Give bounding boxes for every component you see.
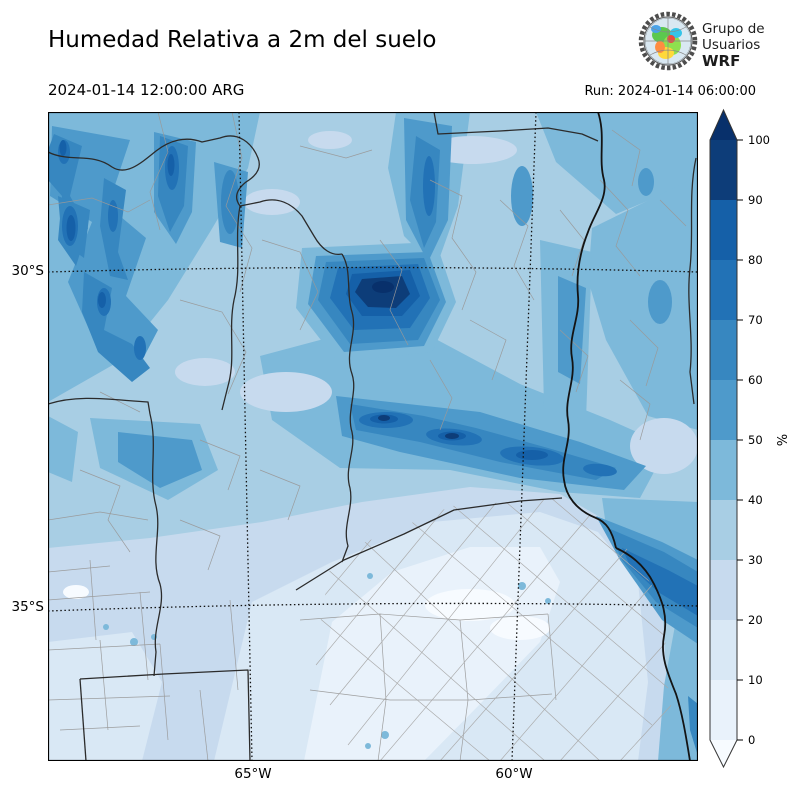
buenos-aires-lattice xyxy=(296,498,677,761)
logo-line-2: Usuarios xyxy=(702,37,760,53)
svg-text:50: 50 xyxy=(748,433,763,447)
svg-text:40: 40 xyxy=(748,493,763,507)
gridline-65w xyxy=(238,112,253,761)
lon-label-60w: 60°W xyxy=(495,766,533,782)
humidity-map xyxy=(48,112,698,761)
map-frame xyxy=(48,112,698,761)
coastline xyxy=(615,547,691,761)
colorbar-segments xyxy=(709,108,738,769)
gridline-30s xyxy=(48,266,698,273)
colorbar-ticks: 0 10 20 30 40 50 60 70 80 90 100 xyxy=(737,133,770,747)
graticule xyxy=(48,112,698,761)
svg-text:30: 30 xyxy=(748,553,763,567)
humidity-contour-field xyxy=(48,112,698,761)
lon-label-65w: 65°W xyxy=(234,766,272,782)
logo-wordmark: Grupo de Usuarios WRF xyxy=(702,21,765,70)
svg-text:70: 70 xyxy=(748,313,763,327)
lat-label-35s: 35°S xyxy=(11,599,45,615)
svg-text:100: 100 xyxy=(748,133,770,147)
wrf-users-group-logo: Grupo de Usuarios WRF xyxy=(638,11,765,71)
colorbar: 0 10 20 30 40 50 60 70 80 90 100 % xyxy=(709,108,788,769)
gridline-60w xyxy=(511,112,537,761)
logo-line-3: WRF xyxy=(702,52,740,70)
page-title: Humedad Relativa a 2m del suelo xyxy=(48,27,437,53)
valid-time-label: 2024-01-14 12:00:00 ARG xyxy=(48,81,245,99)
svg-text:10: 10 xyxy=(748,673,763,687)
gridline-35s xyxy=(48,602,698,612)
logo-line-1: Grupo de xyxy=(702,21,765,37)
svg-text:80: 80 xyxy=(748,253,763,267)
svg-text:90: 90 xyxy=(748,193,763,207)
globe-icon xyxy=(638,11,698,71)
province-boundaries xyxy=(48,112,697,761)
run-time-label: Run: 2024-01-14 06:00:00 xyxy=(584,84,756,99)
parana-river xyxy=(562,112,617,549)
svg-text:0: 0 xyxy=(748,733,755,747)
department-boundaries xyxy=(48,112,687,761)
svg-text:20: 20 xyxy=(748,613,763,627)
colorbar-unit-label: % xyxy=(773,434,788,446)
svg-text:60: 60 xyxy=(748,373,763,387)
lat-label-30s: 30°S xyxy=(11,263,45,279)
